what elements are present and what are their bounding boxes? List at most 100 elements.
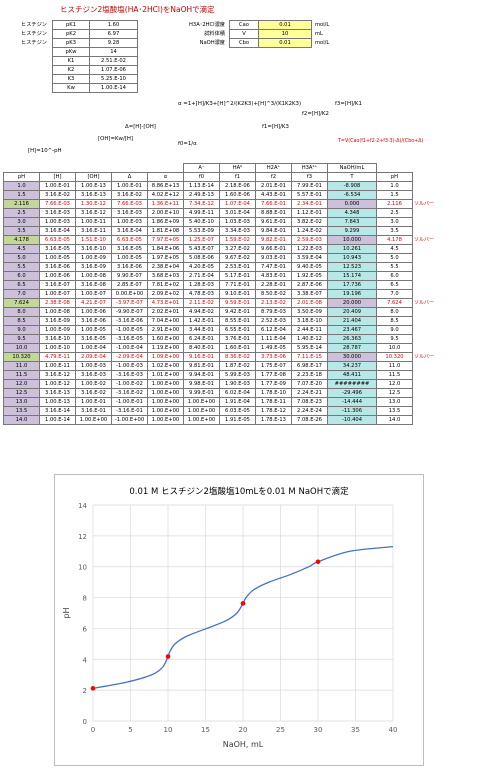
table-cell[interactable]: 5.17.E-01 (219, 271, 256, 281)
table-cell[interactable]: 30.000 (327, 352, 377, 362)
table-cell[interactable]: 17.736 (327, 280, 377, 290)
table-cell[interactable]: 1.00.E-04 (75, 343, 112, 353)
table-cell[interactable]: -1.00.E+00 (111, 415, 148, 425)
table-cell[interactable]: 1.60.E+00 (147, 334, 184, 344)
table-cell[interactable]: 13.5 (376, 406, 413, 416)
table-cell[interactable]: 5.5 (3, 262, 40, 272)
constant-value[interactable]: 6.97 (89, 29, 138, 39)
table-cell[interactable]: 1.00.E+00 (75, 415, 112, 425)
table-cell[interactable]: 3.16.E-09 (75, 262, 112, 272)
table-cell[interactable]: 6.98.E-17 (291, 361, 328, 371)
table-cell[interactable]: -3.16.E-01 (111, 406, 148, 416)
table-cell[interactable]: 8.88.E-01 (255, 208, 292, 218)
table-cell[interactable]: 1.11.E-04 (255, 334, 292, 344)
table-cell[interactable]: -6.534 (327, 190, 377, 200)
table-cell[interactable]: 1.77.E-09 (255, 379, 292, 389)
table-cell[interactable]: 2.87.E-06 (291, 280, 328, 290)
table-cell[interactable]: 3.16.E-02 (75, 388, 112, 398)
table-cell[interactable]: 1.78.E-11 (255, 397, 292, 407)
table-cell[interactable]: 3.38.E-07 (291, 289, 328, 299)
table-cell[interactable]: 3.16.E-13 (39, 388, 76, 398)
table-cell[interactable]: 6.63.E-05 (111, 235, 148, 245)
table-cell[interactable]: 2.09.E+02 (147, 289, 184, 299)
table-cell[interactable]: 1.00.E-05 (75, 325, 112, 335)
table-cell[interactable]: 1.97.E+05 (147, 253, 184, 263)
table-cell[interactable]: 1.01.E+00 (147, 370, 184, 380)
table-cell[interactable]: 3.16.E-03 (111, 208, 148, 218)
table-cell[interactable]: 2.5 (376, 208, 413, 218)
table-cell[interactable]: 1.00.E-14 (39, 415, 76, 425)
table-cell[interactable]: 2.44.E-11 (291, 325, 328, 335)
table-cell[interactable]: 1.30.E-12 (75, 199, 112, 209)
table-cell[interactable]: 1.00.E-12 (39, 379, 76, 389)
table-cell[interactable]: 1.59.E-02 (219, 235, 256, 245)
table-cell[interactable]: 20.409 (327, 307, 377, 317)
table-cell[interactable]: 7.08.E-26 (291, 415, 328, 425)
table-cell[interactable]: 1.00.E-07 (39, 289, 76, 299)
table-cell[interactable]: 5.99.E-03 (219, 370, 256, 380)
table-cell[interactable]: 3.16.E-02 (111, 190, 148, 200)
table-cell[interactable]: 1.00.E-03 (39, 217, 76, 227)
table-cell[interactable]: 1.00.E-02 (75, 379, 112, 389)
table-cell[interactable]: 5.95.E-14 (291, 343, 328, 353)
table-cell[interactable]: 2.38.E+04 (147, 262, 184, 272)
table-cell[interactable]: 2.5 (3, 208, 40, 218)
table-cell[interactable]: 3.16.E-14 (39, 406, 76, 416)
table-cell[interactable]: -1.00.E-04 (111, 343, 148, 353)
table-cell[interactable]: 9.61.E-01 (255, 217, 292, 227)
constant-value[interactable]: 1.00.E-14 (89, 83, 138, 93)
table-cell[interactable]: 4.43.E-01 (255, 190, 292, 200)
parameter-value[interactable]: 0.01 (258, 38, 312, 48)
table-cell[interactable]: 2.85.E-07 (111, 280, 148, 290)
table-cell[interactable]: 3.34.E-03 (219, 226, 256, 236)
table-cell[interactable]: 1.00.E-08 (39, 307, 76, 317)
table-cell[interactable]: 1.00.E-07 (75, 289, 112, 299)
constant-value[interactable]: 2.51.E-02 (89, 56, 138, 66)
table-cell[interactable]: 3.16.E-03 (75, 370, 112, 380)
constant-value[interactable]: 1.60 (89, 20, 138, 30)
table-cell[interactable]: 1.00.E+00 (147, 406, 184, 416)
table-cell[interactable]: -14.444 (327, 397, 377, 407)
table-cell[interactable]: 6.24.E-01 (183, 334, 220, 344)
table-cell[interactable]: 1.40.E-12 (291, 334, 328, 344)
table-cell[interactable]: 1.00.E+00 (147, 415, 184, 425)
parameter-value[interactable]: 10 (258, 29, 312, 39)
table-cell[interactable]: 1.00.E+00 (147, 379, 184, 389)
table-cell[interactable]: 3.16.E-04 (111, 226, 148, 236)
table-cell[interactable]: 1.87.E-02 (219, 361, 256, 371)
table-cell[interactable]: 3.16.E-10 (39, 334, 76, 344)
table-cell[interactable]: 1.28.E-03 (183, 280, 220, 290)
table-cell[interactable]: 4.79.E-11 (39, 352, 76, 362)
table-cell[interactable]: -3.16.E-02 (111, 388, 148, 398)
table-cell[interactable]: 20.000 (327, 298, 377, 308)
table-cell[interactable]: 2.34.E-01 (291, 199, 328, 209)
table-cell[interactable]: 4.178 (376, 235, 413, 245)
table-cell[interactable]: 4.178 (3, 235, 40, 245)
table-cell[interactable]: 12.523 (327, 262, 377, 272)
table-cell[interactable]: 10.943 (327, 253, 377, 263)
table-cell[interactable]: 9.82.E-01 (255, 235, 292, 245)
table-cell[interactable]: -2.09.E-04 (111, 352, 148, 362)
table-cell[interactable]: 8.36.E-02 (219, 352, 256, 362)
table-cell[interactable]: 3.16.E-05 (39, 244, 76, 254)
table-cell[interactable]: 3.16.E-06 (111, 262, 148, 272)
table-cell[interactable]: 3.16.E-09 (39, 316, 76, 326)
table-cell[interactable]: 19.196 (327, 289, 377, 299)
table-cell[interactable]: 12.5 (3, 388, 40, 398)
table-cell[interactable]: 4.78.E-03 (183, 289, 220, 299)
table-cell[interactable]: 4.5 (376, 244, 413, 254)
table-cell[interactable]: 1.09.E+00 (147, 352, 184, 362)
table-cell[interactable]: 7.07.E-20 (291, 379, 328, 389)
table-cell[interactable]: 3.16.E-02 (39, 190, 76, 200)
table-cell[interactable]: -3.16.E-03 (111, 370, 148, 380)
table-cell[interactable]: 1.75.E-07 (255, 361, 292, 371)
table-cell[interactable]: 4.02.E+12 (147, 190, 184, 200)
table-cell[interactable]: 1.42.E-01 (183, 316, 220, 326)
table-cell[interactable]: 10.320 (3, 352, 40, 362)
table-cell[interactable]: 9.0 (376, 325, 413, 335)
table-cell[interactable]: 7.624 (376, 298, 413, 308)
table-cell[interactable]: 2.116 (376, 199, 413, 209)
table-cell[interactable]: 4.83.E-01 (255, 271, 292, 281)
table-cell[interactable]: 8.79.E-03 (255, 307, 292, 317)
table-cell[interactable]: 2.13.E-02 (255, 298, 292, 308)
